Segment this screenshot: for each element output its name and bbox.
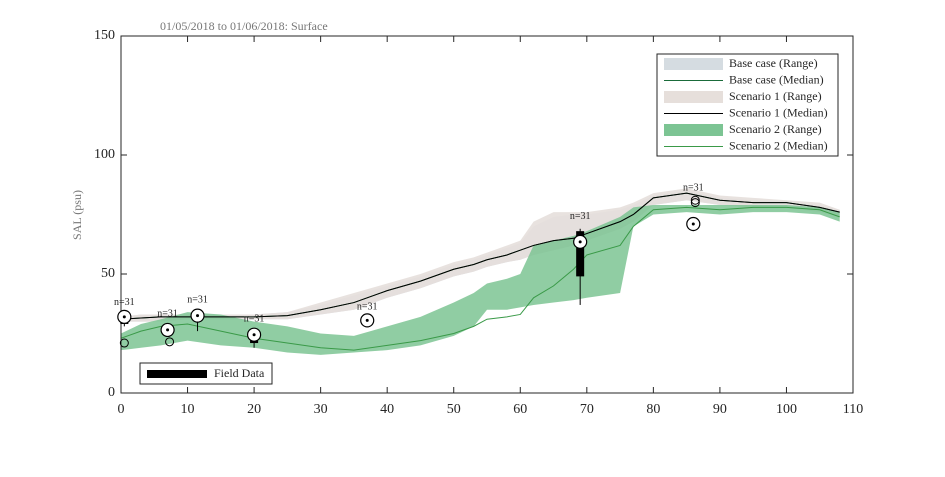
- x-tick-label: 0: [118, 402, 125, 417]
- legend-swatch: [664, 124, 723, 136]
- median-line: [120, 206, 840, 351]
- median-dot: [252, 333, 256, 337]
- legend-label: Field Data: [214, 366, 265, 380]
- median-line: [120, 192, 840, 320]
- median-dot: [122, 315, 126, 319]
- legend-swatch: [664, 58, 723, 70]
- median-dot: [365, 318, 369, 322]
- x-tick-label: 90: [713, 402, 727, 417]
- x-tick-label: 80: [646, 402, 660, 417]
- legend-swatch: [147, 370, 207, 378]
- outlier: [690, 195, 700, 205]
- chart-title: 01/05/2018 to 01/06/2018: Surface: [160, 19, 328, 33]
- legend-frame: [656, 53, 839, 157]
- iqr-box: [576, 231, 585, 277]
- median-dot: [691, 222, 695, 226]
- field-box: n=31: [570, 211, 591, 305]
- field-box: n=31: [157, 309, 178, 347]
- outlier: [119, 338, 129, 348]
- legend-label: Base case (Median): [729, 72, 824, 86]
- legend-label: Base case (Range): [729, 56, 818, 70]
- legend-label: Scenario 2 (Median): [729, 138, 828, 152]
- x-tick-label: 110: [843, 402, 863, 417]
- field-legend: Field Data: [139, 362, 273, 385]
- field-box: n=31: [187, 294, 208, 332]
- legend-label: Scenario 1 (Median): [729, 105, 828, 119]
- legend-label: Scenario 1 (Range): [729, 89, 822, 103]
- median-dot: [166, 328, 170, 332]
- field-box: n=31: [683, 183, 704, 232]
- range-band: [121, 204, 840, 355]
- field-box: n=31: [357, 302, 378, 328]
- x-tick-label: 40: [380, 402, 394, 417]
- sample-size-label: n=31: [157, 309, 178, 320]
- sample-size-label: n=31: [357, 302, 378, 313]
- x-tick-label: 100: [776, 402, 797, 417]
- legend-label: Scenario 2 (Range): [729, 122, 822, 136]
- median-dot: [196, 314, 200, 318]
- sample-size-label: n=31: [187, 294, 208, 305]
- sample-size-label: n=31: [114, 297, 135, 308]
- y-tick-label: 150: [94, 28, 115, 43]
- sample-size-label: n=31: [244, 313, 265, 324]
- sample-size-label: n=31: [683, 183, 704, 194]
- x-tick-label: 10: [181, 402, 195, 417]
- x-tick-label: 60: [513, 402, 527, 417]
- median-dot: [578, 240, 582, 244]
- outlier: [165, 337, 175, 347]
- y-tick-label: 50: [101, 266, 115, 281]
- x-tick-label: 70: [580, 402, 594, 417]
- x-tick-label: 50: [447, 402, 461, 417]
- y-tick-label: 0: [108, 385, 115, 400]
- y-tick-label: 100: [94, 147, 115, 162]
- x-tick-label: 30: [314, 402, 328, 417]
- plot-frame: [120, 35, 854, 394]
- x-tick-label: 20: [247, 402, 261, 417]
- field-box: n=31: [114, 297, 135, 348]
- range-band: [121, 188, 840, 322]
- legend: Base case (Range) Base case (Median) Scena…: [656, 53, 839, 157]
- y-axis-label: SAL (psu): [70, 190, 84, 240]
- sample-size-label: n=31: [570, 211, 591, 222]
- legend-swatch: [664, 91, 723, 103]
- field-box: n=31: [244, 313, 265, 348]
- outlier: [690, 198, 700, 208]
